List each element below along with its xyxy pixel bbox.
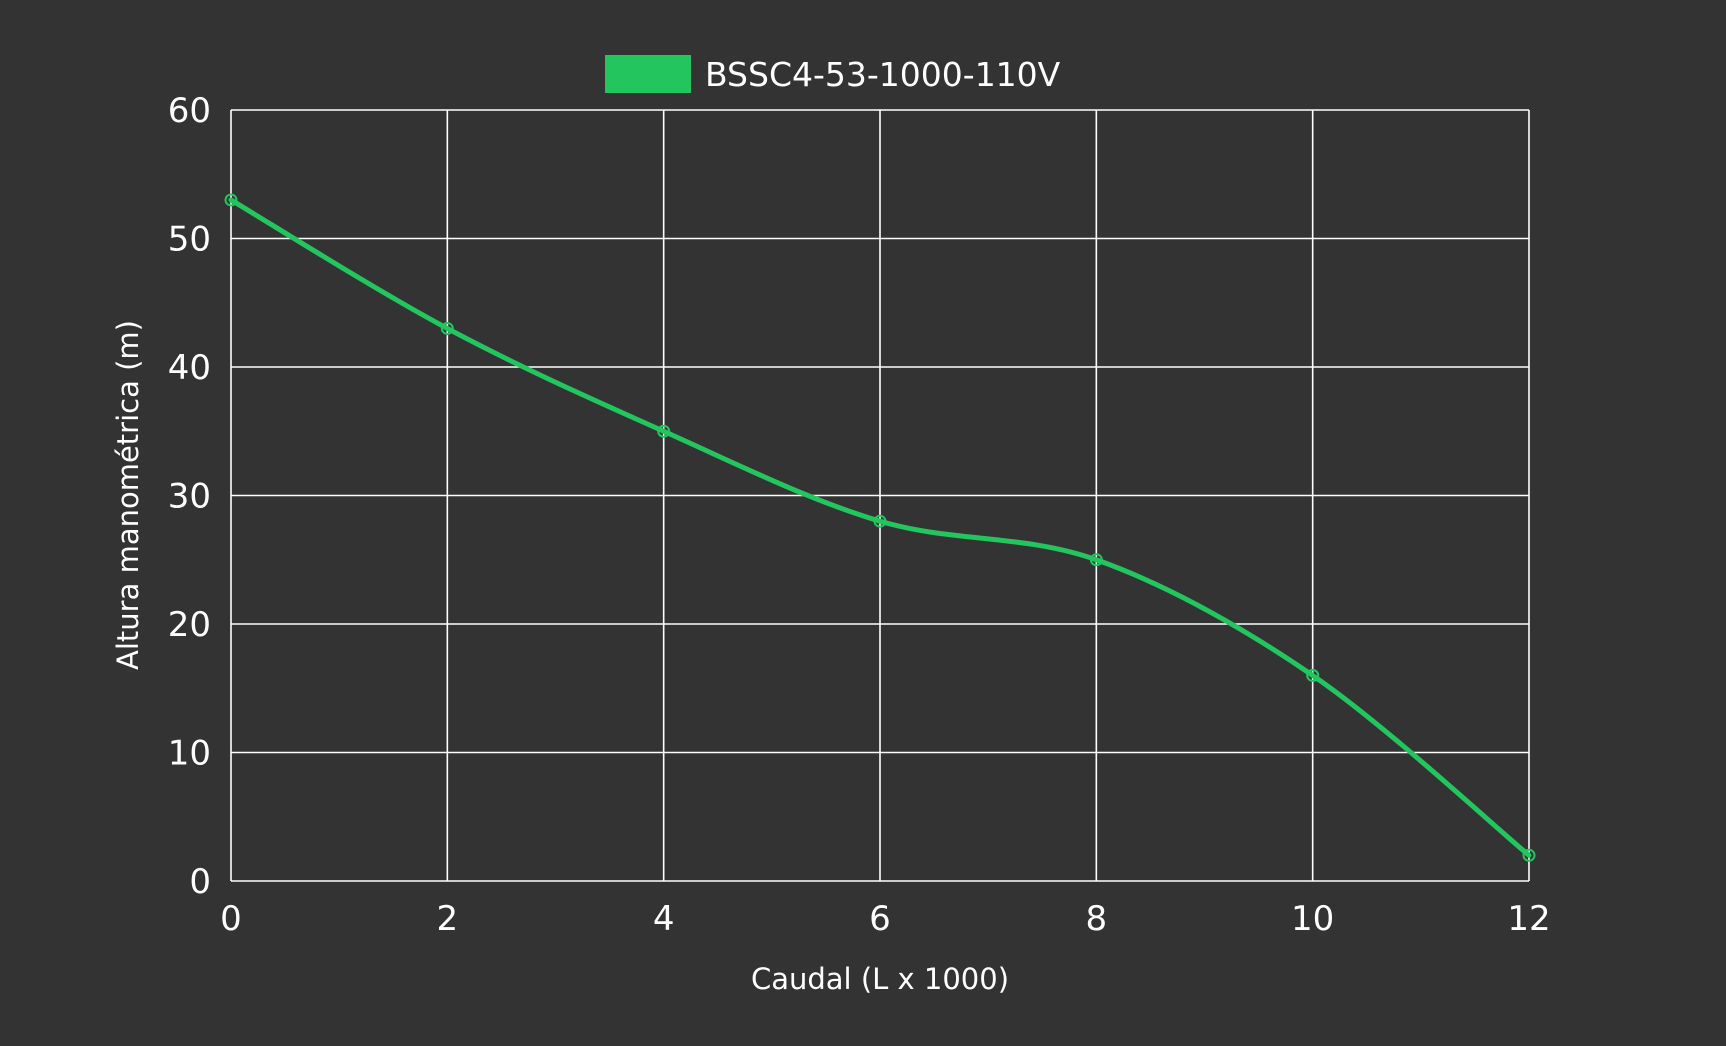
legend: BSSC4-53-1000-110V [605, 55, 1061, 94]
y-tick-label-0: 0 [189, 862, 211, 902]
y-tick-label-10: 10 [168, 734, 211, 774]
y-tick-label-60: 60 [168, 91, 211, 131]
data-point-6 [873, 514, 887, 528]
y-axis-title: Altura manométrica (m) [111, 320, 145, 670]
grid-layer [230, 109, 1530, 882]
x-tick-label-8: 8 [1086, 899, 1108, 939]
data-point-8 [1089, 553, 1103, 567]
data-point-12 [1522, 848, 1536, 862]
series-layer [224, 193, 1536, 862]
x-tick-label-6: 6 [869, 899, 891, 939]
x-tick-label-0: 0 [220, 899, 242, 939]
data-point-2 [440, 321, 454, 335]
x-tick-label-10: 10 [1291, 899, 1334, 939]
y-tick-label-40: 40 [168, 348, 211, 388]
data-point-0 [224, 193, 238, 207]
x-tick-label-2: 2 [437, 899, 459, 939]
x-tick-label-4: 4 [653, 899, 675, 939]
y-tick-label-20: 20 [168, 605, 211, 645]
y-tick-label-30: 30 [168, 477, 211, 517]
series-line-0 [228, 197, 1532, 858]
x-tick-label-12: 12 [1507, 899, 1550, 939]
tick-label-layer: 0 10 20 30 40 50 60 0 2 4 6 8 10 12 [168, 91, 1551, 939]
data-point-10 [1306, 668, 1320, 682]
legend-swatch [605, 55, 691, 93]
x-axis-title: Caudal (L x 1000) [751, 962, 1009, 996]
data-point-4 [657, 424, 671, 438]
legend-label: BSSC4-53-1000-110V [705, 55, 1061, 94]
y-tick-label-50: 50 [168, 220, 211, 260]
